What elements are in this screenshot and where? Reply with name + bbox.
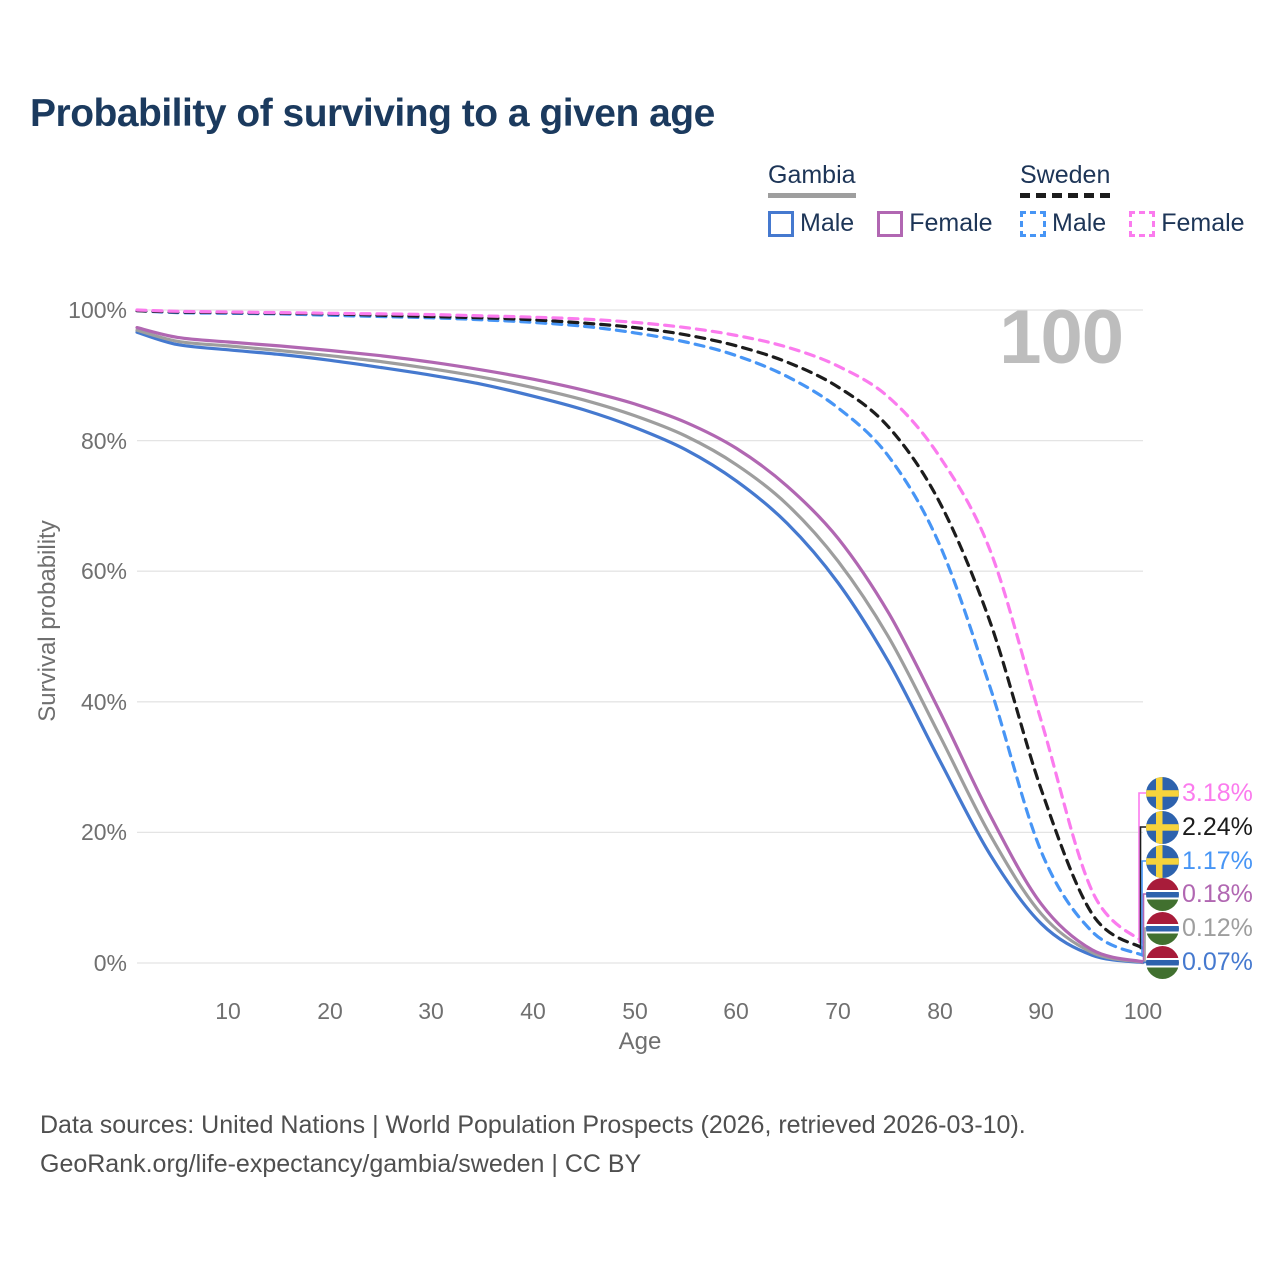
end-label-gambia-male: 0.07% [1146,945,1253,979]
series-line-gambia-male [135,330,1145,965]
y-tick-100: 100% [68,297,127,323]
legend-swatch-gambia-male[interactable] [768,210,794,237]
end-label-gambia-total: 0.12% [1146,911,1253,945]
series-line-gambia-total [135,328,1145,964]
legend-country-sweden[interactable]: Sweden [1020,161,1111,198]
x-tick-90: 90 [1028,998,1054,1024]
x-tick-100: 100 [1123,998,1163,1024]
x-tick-50: 50 [622,998,648,1024]
end-value: 2.24% [1182,812,1253,841]
page-title: Probability of surviving to a given age [30,92,715,135]
legend-swatch-sweden-male[interactable] [1020,210,1046,237]
end-label-gambia-female: 0.18% [1146,877,1253,911]
legend-label-gambia-male[interactable]: Male [800,209,855,237]
end-label-sweden-female: 3.18% [1146,776,1253,810]
y-tick-20: 20% [80,819,127,845]
end-label-sweden-total: 2.24% [1146,810,1253,844]
x-tick-10: 10 [215,998,241,1024]
sweden-flag-icon [1146,810,1179,844]
y-tick-80: 80% [80,428,127,454]
series-line-sweden-female [135,308,1145,944]
footer-url: GeoRank.org/life-expectancy/gambia/swede… [40,1150,642,1178]
y-tick-0: 0% [93,950,127,976]
y-tick-60: 60% [80,558,127,584]
footer: Data sources: United Nations | World Pop… [40,1106,1026,1184]
x-tick-70: 70 [825,998,851,1024]
legend-label-sweden-female[interactable]: Female [1161,209,1245,237]
series-line-gambia-female [135,326,1145,964]
end-value: 0.18% [1182,879,1253,908]
gambia-flag-icon [1146,911,1179,945]
hover-age-watermark: 100 [999,295,1124,380]
legend-group-gambia: Gambia Male Female [768,161,993,238]
gambia-flag-icon [1146,877,1179,911]
sweden-flag-icon [1146,844,1179,878]
sweden-flag-icon [1146,776,1179,810]
x-tick-60: 60 [723,998,749,1024]
end-value: 3.18% [1182,778,1253,807]
x-axis-title: Age [618,1028,662,1055]
end-value: 0.07% [1182,947,1253,976]
legend-swatch-gambia-female[interactable] [877,210,904,237]
x-tick-80: 80 [927,998,953,1024]
end-value: 0.12% [1182,913,1253,942]
y-tick-40: 40% [80,689,127,715]
legend-label-gambia-female[interactable]: Female [909,209,993,237]
x-tick-40: 40 [520,998,546,1024]
legend-group-sweden: Sweden Male Female [1020,161,1245,238]
end-value: 1.17% [1182,846,1253,875]
legend-label-sweden-male[interactable]: Male [1052,209,1107,237]
x-tick-20: 20 [317,998,343,1024]
x-tick-30: 30 [418,998,444,1024]
footer-sources: Data sources: United Nations | World Pop… [40,1111,1026,1139]
end-label-sweden-male: 1.17% [1146,844,1253,878]
legend-country-gambia[interactable]: Gambia [768,161,856,198]
gambia-flag-icon [1146,945,1179,979]
legend-swatch-sweden-female[interactable] [1129,210,1156,237]
